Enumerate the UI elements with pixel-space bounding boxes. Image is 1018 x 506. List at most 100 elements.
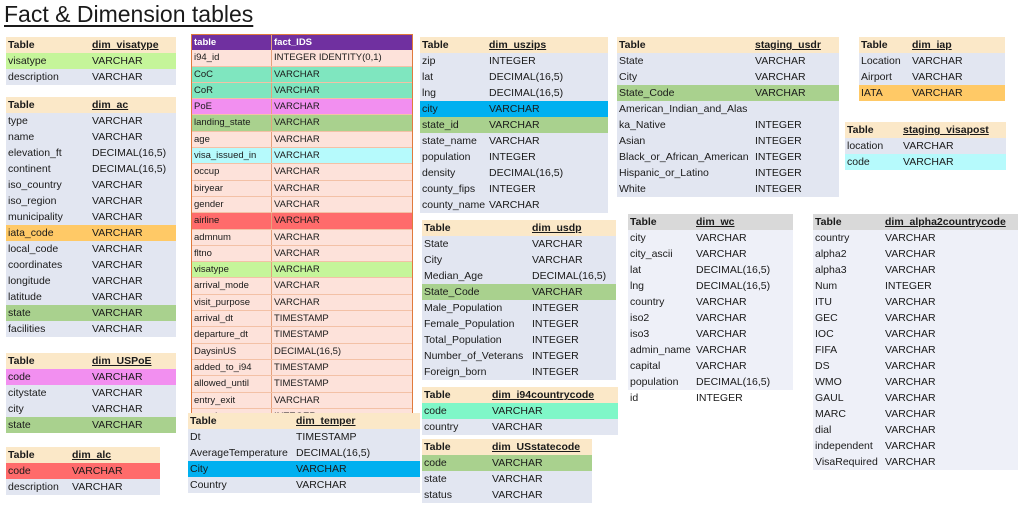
- column-type: VARCHAR: [92, 323, 143, 335]
- column-type: TIMESTAMP: [296, 431, 357, 443]
- column-type: VARCHAR: [885, 296, 936, 308]
- column-name: i94_id: [192, 50, 272, 66]
- column-name: Num: [815, 280, 838, 292]
- table-row: type VARCHAR: [6, 113, 176, 129]
- column-type: VARCHAR: [885, 248, 936, 260]
- column-name: facilities: [8, 323, 46, 335]
- table-row: state VARCHAR: [6, 305, 176, 321]
- table-row: country VARCHAR: [628, 294, 793, 310]
- column-name: state: [8, 419, 31, 431]
- column-type: VARCHAR: [92, 371, 143, 383]
- column-type: VARCHAR: [274, 231, 320, 243]
- column-type: VARCHAR: [92, 115, 143, 127]
- column-name: population: [630, 376, 679, 388]
- column-type: INTEGER: [755, 119, 802, 131]
- header-label: Table: [424, 389, 451, 401]
- column-name: Total_Population: [424, 334, 502, 346]
- column-name: landing_state: [192, 115, 272, 131]
- table-row: Location VARCHAR: [859, 53, 1005, 69]
- column-name: Location: [861, 55, 901, 67]
- column-name: citystate: [8, 387, 47, 399]
- column-name: code: [424, 457, 447, 469]
- table-row: name VARCHAR: [6, 129, 176, 145]
- column-type: VARCHAR: [696, 232, 747, 244]
- column-type: VARCHAR: [72, 481, 123, 493]
- table-name: dim_temper: [296, 415, 356, 427]
- table-name: fact_IDS: [274, 37, 313, 48]
- column-name: Foreign_born: [424, 366, 487, 378]
- table-row: alpha2 VARCHAR: [813, 246, 1018, 262]
- column-name: visit_purpose: [192, 294, 272, 311]
- column-name: dial: [815, 424, 832, 436]
- column-name: city: [630, 232, 646, 244]
- column-name: city_ascii: [630, 248, 673, 260]
- table-dim-usstatecode: Table dim_USstatecode code VARCHAR state VARC…: [422, 439, 592, 503]
- column-name: added_to_i94: [192, 359, 272, 376]
- column-name: independent: [815, 440, 873, 452]
- table-row: lat DECIMAL(16,5): [420, 69, 608, 85]
- column-type: VARCHAR: [92, 307, 143, 319]
- column-name: American_Indian_and_Alas: [619, 103, 748, 115]
- table-row: entry_exit VARCHAR: [192, 392, 412, 409]
- column-type: TIMESTAMP: [274, 313, 329, 325]
- column-name: entry_exit: [192, 392, 272, 408]
- table-row: Total_Population INTEGER: [422, 332, 616, 348]
- table-row: City VARCHAR: [422, 252, 616, 268]
- table-row: municipality VARCHAR: [6, 209, 176, 225]
- table-row: CoC VARCHAR: [192, 66, 412, 83]
- column-type: VARCHAR: [696, 312, 747, 324]
- table-row: departure_dt TIMESTAMP: [192, 327, 412, 344]
- column-type: VARCHAR: [274, 247, 320, 259]
- table-dim-alc: Table dim_alc code VARCHAR description VARCHA…: [6, 447, 160, 495]
- column-type: VARCHAR: [492, 457, 543, 469]
- table-dim-usdp: Table dim_usdp State VARCHAR City VARCHAR Medi…: [422, 220, 616, 380]
- table-row: code VARCHAR: [6, 463, 160, 479]
- column-name: Hispanic_or_Latino: [619, 167, 709, 179]
- column-type: INTEGER: [489, 55, 536, 67]
- column-type: VARCHAR: [885, 440, 936, 452]
- table-row: continent DECIMAL(16,5): [6, 161, 176, 177]
- table-row: alpha3 VARCHAR: [813, 262, 1018, 278]
- column-name: GEC: [815, 312, 838, 324]
- column-type: DECIMAL(16,5): [696, 376, 771, 388]
- column-name: Number_of_Veterans: [424, 350, 524, 362]
- table-row: IATA VARCHAR: [859, 85, 1005, 101]
- header-label: Table: [630, 216, 657, 228]
- column-type: VARCHAR: [489, 103, 540, 115]
- column-type: DECIMAL(16,5): [696, 264, 771, 276]
- table-row: arrival_mode VARCHAR: [192, 278, 412, 295]
- column-type: DECIMAL(16,5): [532, 270, 607, 282]
- column-type: INTEGER: [532, 366, 579, 378]
- table-row: PoE VARCHAR: [192, 99, 412, 116]
- column-type: VARCHAR: [696, 248, 747, 260]
- column-name: county_fips: [422, 183, 476, 195]
- header-label: Table: [861, 39, 888, 51]
- table-row: iata_code VARCHAR: [6, 225, 176, 241]
- column-name: State: [424, 238, 449, 250]
- table-row: code VARCHAR: [422, 403, 618, 419]
- column-name: Dt: [190, 431, 201, 443]
- table-header-row: Table dim_alpha2countrycode: [813, 214, 1018, 230]
- table-row: density DECIMAL(16,5): [420, 165, 608, 181]
- column-type: VARCHAR: [296, 463, 347, 475]
- table-row: city VARCHAR: [628, 230, 793, 246]
- column-type: VARCHAR: [274, 101, 320, 113]
- table-row: code VARCHAR: [6, 369, 176, 385]
- column-type: VARCHAR: [274, 166, 320, 178]
- table-row: status VARCHAR: [422, 487, 592, 503]
- column-name: iso_country: [8, 179, 62, 191]
- column-name: departure_dt: [192, 327, 272, 343]
- table-name: dim_ac: [92, 99, 129, 111]
- column-type: VARCHAR: [489, 135, 540, 147]
- column-name: gender: [192, 196, 272, 213]
- column-type: DECIMAL(16,5): [92, 163, 167, 175]
- column-type: VARCHAR: [755, 55, 806, 67]
- column-type: VARCHAR: [885, 344, 936, 356]
- column-name: IOC: [815, 328, 834, 340]
- column-type: VARCHAR: [885, 376, 936, 388]
- column-type: VARCHAR: [274, 264, 320, 276]
- column-type: VARCHAR: [755, 87, 806, 99]
- table-header-row: Table dim_uszips: [420, 37, 608, 53]
- column-name: CoR: [192, 82, 272, 99]
- column-type: VARCHAR: [274, 394, 320, 406]
